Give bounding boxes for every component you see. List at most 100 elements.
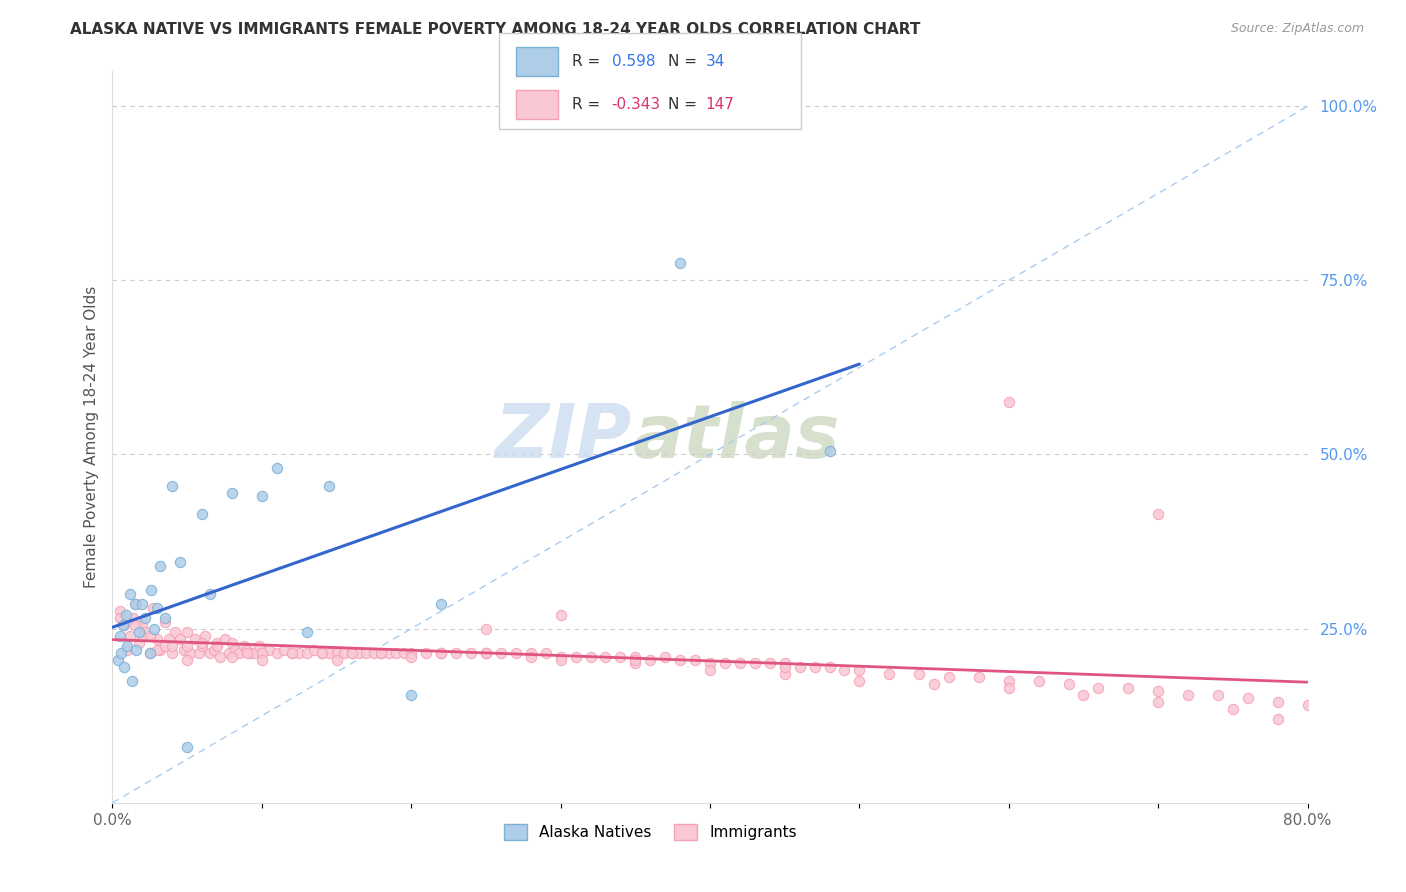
Y-axis label: Female Poverty Among 18-24 Year Olds: Female Poverty Among 18-24 Year Olds xyxy=(83,286,98,588)
Point xyxy=(194,629,217,643)
Point xyxy=(520,646,543,660)
Point xyxy=(146,600,169,615)
Point xyxy=(176,639,198,653)
Point xyxy=(281,646,304,660)
Point xyxy=(848,673,870,688)
Point xyxy=(415,646,437,660)
Point xyxy=(318,646,340,660)
Point xyxy=(773,657,796,671)
Point xyxy=(108,629,131,643)
Point xyxy=(998,673,1021,688)
Point xyxy=(922,677,945,691)
Point xyxy=(108,604,131,618)
Point xyxy=(295,625,318,640)
Point xyxy=(124,618,146,632)
Point xyxy=(179,646,201,660)
Point xyxy=(149,558,172,573)
Point xyxy=(683,653,706,667)
Point xyxy=(250,489,273,503)
Point xyxy=(250,653,273,667)
Point xyxy=(259,642,281,657)
Point xyxy=(1147,684,1170,698)
Point xyxy=(401,688,423,702)
Point xyxy=(967,670,990,684)
Point xyxy=(273,642,295,657)
Point xyxy=(1267,712,1289,726)
Point xyxy=(699,664,721,678)
Point xyxy=(228,646,250,660)
Point xyxy=(198,587,221,601)
Point xyxy=(176,653,198,667)
Point xyxy=(236,642,259,657)
Point xyxy=(191,635,214,649)
Point xyxy=(162,639,183,653)
Text: R =: R = xyxy=(572,97,600,112)
Point xyxy=(143,622,166,636)
Text: ZIP: ZIP xyxy=(495,401,633,474)
Point xyxy=(938,670,960,684)
Point xyxy=(114,660,135,674)
Legend: Alaska Natives, Immigrants: Alaska Natives, Immigrants xyxy=(498,818,803,847)
Point xyxy=(131,618,153,632)
Point xyxy=(1177,688,1199,702)
Point xyxy=(288,646,311,660)
Point xyxy=(1087,681,1109,695)
Point xyxy=(120,629,142,643)
Text: 147: 147 xyxy=(706,97,735,112)
Point xyxy=(392,646,415,660)
Point xyxy=(250,646,273,660)
Point xyxy=(401,646,423,660)
Point xyxy=(475,646,498,660)
Text: N =: N = xyxy=(668,97,697,112)
Point xyxy=(124,597,146,611)
Point xyxy=(803,660,825,674)
Point xyxy=(1118,681,1140,695)
Point xyxy=(1073,688,1095,702)
Point xyxy=(550,653,572,667)
Point xyxy=(848,664,870,678)
Point xyxy=(125,597,148,611)
Point xyxy=(624,653,647,667)
Point xyxy=(624,657,647,671)
Point xyxy=(146,642,169,657)
Point xyxy=(131,597,153,611)
Point xyxy=(162,479,183,493)
Point xyxy=(489,646,512,660)
Point xyxy=(340,646,363,660)
Point xyxy=(579,649,602,664)
Point xyxy=(243,646,266,660)
Point xyxy=(141,583,163,598)
Point xyxy=(134,625,156,640)
Point xyxy=(142,600,165,615)
Point xyxy=(773,660,796,674)
Point xyxy=(111,618,134,632)
Point xyxy=(564,649,586,664)
Point xyxy=(281,646,304,660)
Point xyxy=(1057,677,1080,691)
Point xyxy=(1147,695,1170,709)
Point xyxy=(209,649,232,664)
Point xyxy=(311,646,333,660)
Point xyxy=(818,660,841,674)
Point xyxy=(325,653,347,667)
Point xyxy=(236,646,259,660)
Point xyxy=(139,646,162,660)
Point xyxy=(239,646,262,660)
Point xyxy=(205,639,228,653)
Point xyxy=(121,673,143,688)
Point xyxy=(444,646,467,660)
Point xyxy=(214,632,236,646)
Text: Source: ZipAtlas.com: Source: ZipAtlas.com xyxy=(1230,22,1364,36)
Text: N =: N = xyxy=(668,54,697,69)
Point xyxy=(789,660,811,674)
Point xyxy=(191,639,214,653)
Point xyxy=(333,646,356,660)
Point xyxy=(110,646,132,660)
Point xyxy=(120,587,142,601)
Point xyxy=(191,507,214,521)
Point xyxy=(475,646,498,660)
Point xyxy=(114,618,135,632)
Point xyxy=(998,681,1021,695)
Point xyxy=(146,632,169,646)
Point xyxy=(430,597,453,611)
